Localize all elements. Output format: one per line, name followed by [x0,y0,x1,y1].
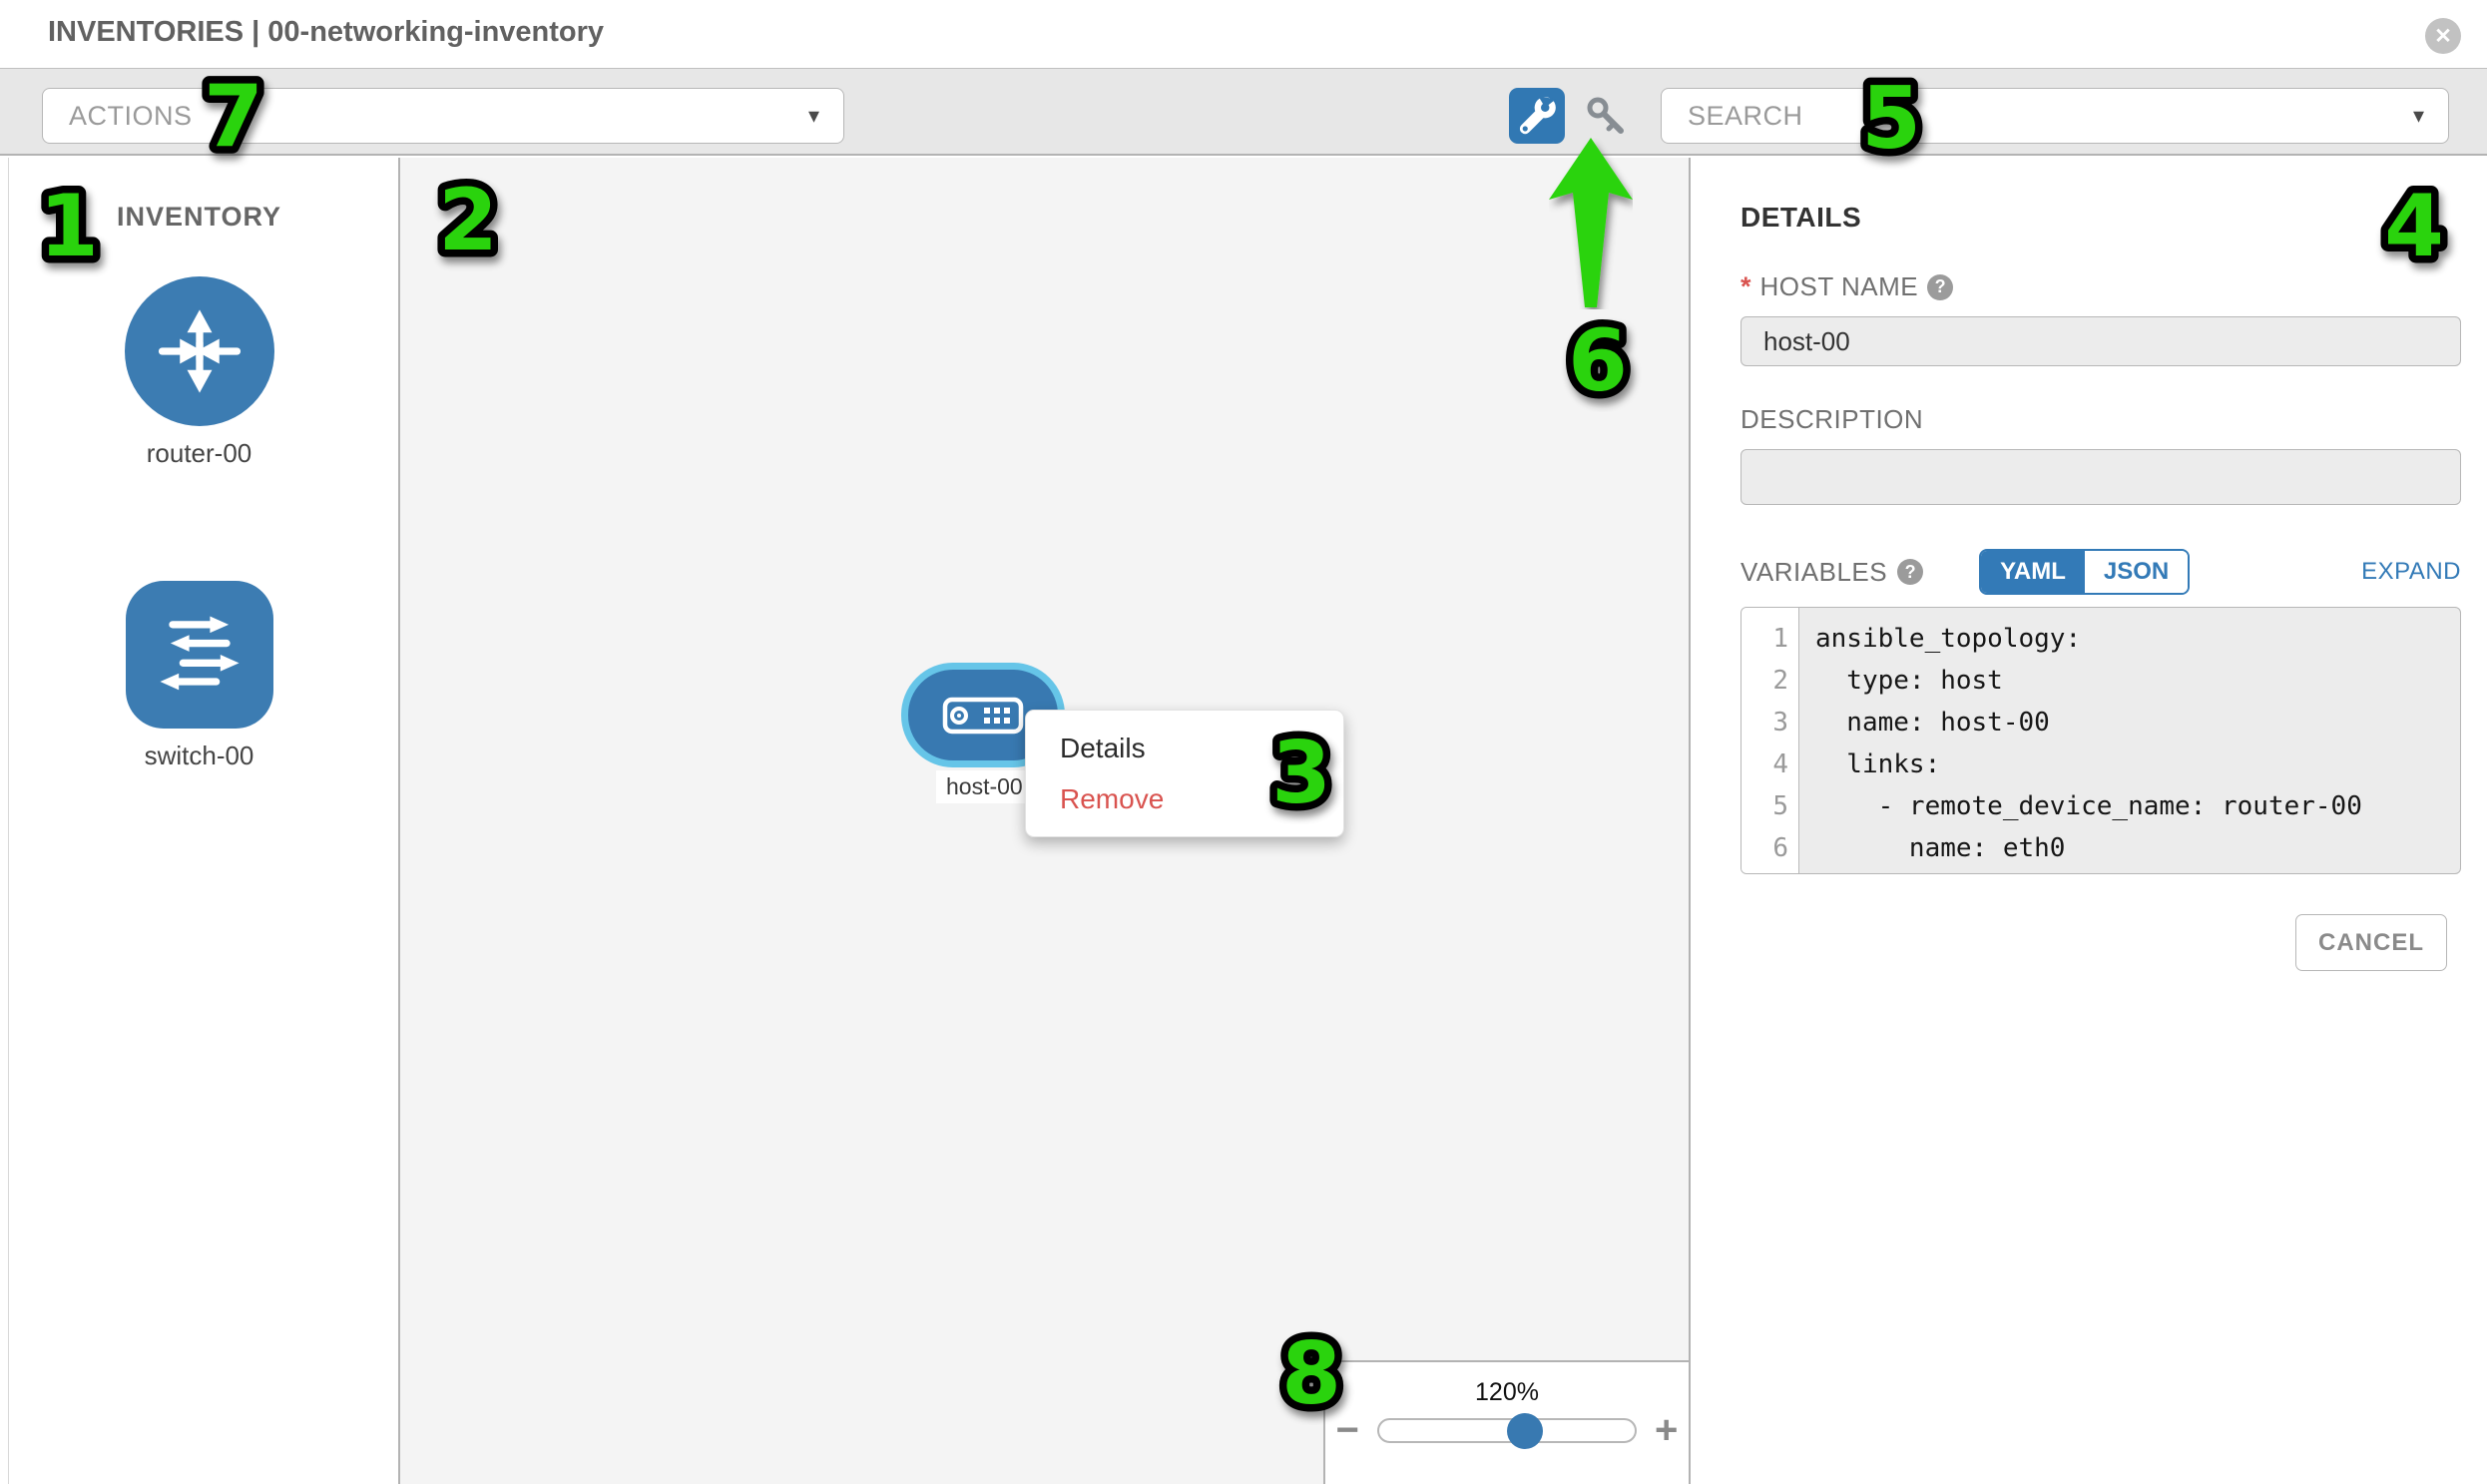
key-tool-button[interactable] [1585,95,1629,139]
toggle-yaml[interactable]: YAML [1981,551,2085,593]
context-menu-details[interactable]: Details [1060,732,1146,763]
zoom-slider[interactable] [1377,1412,1637,1449]
actions-dropdown[interactable]: ACTIONS ▾ [42,88,844,144]
close-glyph: ✕ [2434,24,2452,48]
zoom-slider-thumb[interactable] [1506,1412,1543,1449]
wrench-icon [1519,96,1556,135]
help-icon[interactable]: ? [1897,559,1924,585]
editor-code[interactable]: ansible_topology: type: host name: host-… [1815,624,2362,863]
variables-editor[interactable]: 1 2 3 4 5 6 7 ansible_topology: type: ho… [1741,607,2461,874]
details-panel: DETAILS * HOST NAME ? DESCRIPTION VARIAB… [1691,158,2487,1484]
toolbar: ACTIONS ▾ SEARCH ▾ [0,68,2487,156]
zoom-in-button[interactable]: + [1655,1408,1679,1452]
key-icon [1587,97,1624,134]
expand-link[interactable]: EXPAND [2361,558,2461,585]
editor-line-numbers: 1 2 3 4 5 6 7 [1741,608,1799,873]
sidebar-item-switch[interactable] [125,581,273,729]
close-icon[interactable]: ✕ [2425,18,2461,54]
context-menu-remove[interactable]: Remove [1060,782,1165,814]
sidebar-item-router-label: router-00 [146,438,252,468]
host-name-field[interactable] [1741,316,2461,366]
actions-dropdown-label: ACTIONS [69,100,193,131]
sidebar-item-router[interactable] [124,276,274,426]
host-name-label: HOST NAME [1759,271,1919,301]
required-marker: * [1741,271,1751,301]
host-node-label: host-00 [936,770,1033,803]
variables-label: VARIABLES [1741,556,1888,587]
zoom-level-label: 120% [1475,1378,1539,1406]
search-dropdown[interactable]: SEARCH ▾ [1661,88,2449,144]
switch-icon [159,616,240,691]
inventory-sidebar: INVENTORY router-00 switch-00 [0,158,400,1484]
chevron-down-icon: ▾ [2412,103,2424,128]
details-heading: DETAILS [1741,202,1862,233]
cancel-button[interactable]: CANCEL [2295,914,2447,971]
chevron-down-icon: ▾ [807,103,819,128]
zoom-out-button[interactable]: − [1335,1408,1359,1452]
search-dropdown-label: SEARCH [1688,100,1803,131]
server-icon [942,697,1024,734]
page-header: INVENTORIES | 00-networking-inventory ✕ [0,0,2487,68]
sidebar-edge-divider [8,158,9,1484]
description-field[interactable] [1741,449,2461,505]
help-icon[interactable]: ? [1927,273,1954,300]
description-label: DESCRIPTION [1741,404,1924,434]
sidebar-item-switch-label: switch-00 [144,741,254,770]
router-icon [158,309,241,393]
toggle-json[interactable]: JSON [2084,551,2189,593]
inventory-heading: INVENTORY [116,202,282,232]
format-toggle: YAML JSON [1979,549,2191,595]
topology-canvas[interactable]: host-00 Details Remove 120% − + [400,158,1691,1484]
breadcrumb: INVENTORIES | 00-networking-inventory [48,16,605,48]
toggle-tools-button[interactable] [1509,88,1565,144]
zoom-control-panel: 120% − + [1323,1360,1689,1484]
node-context-menu: Details Remove [1025,710,1344,837]
